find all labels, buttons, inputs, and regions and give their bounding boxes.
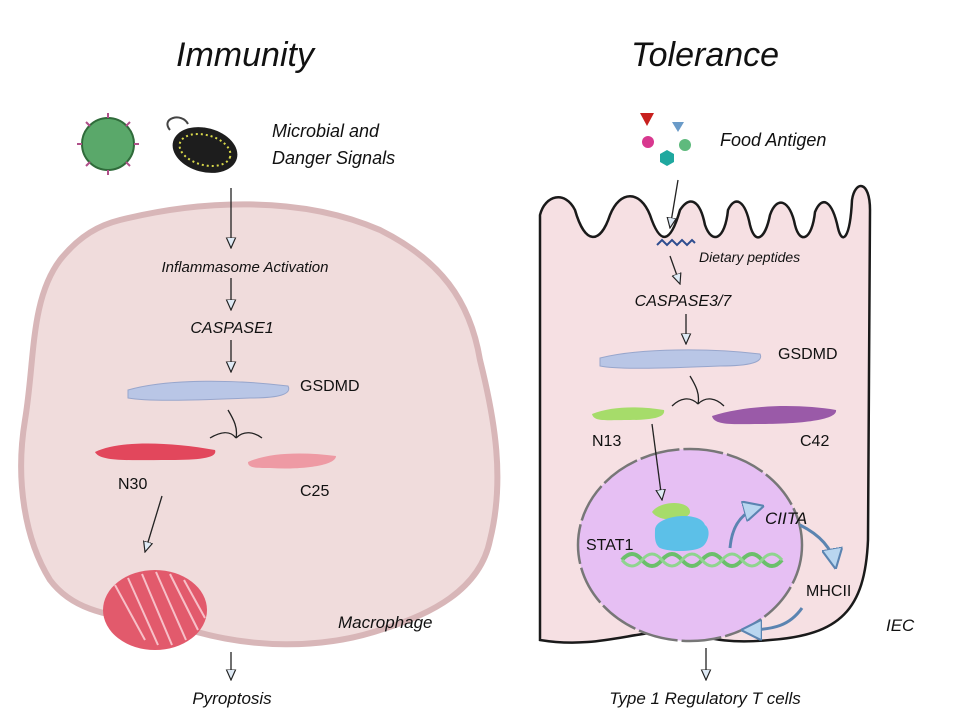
iec-label: IEC <box>886 616 915 635</box>
n13-fragment <box>592 407 665 421</box>
signal-label-1: Microbial and <box>272 121 380 141</box>
antigen-particles-icon <box>640 113 691 166</box>
inflammasome-label: Inflammasome Activation <box>161 259 328 276</box>
bacterium-icon <box>166 116 238 173</box>
macrophage-cell <box>18 201 501 648</box>
gsdmd-label: GSDMD <box>778 346 838 363</box>
cleavage-arrows <box>671 375 725 407</box>
arrow <box>651 423 662 500</box>
mhcii-label: MHCII <box>806 583 851 600</box>
pore-icon <box>103 570 207 650</box>
c25-fragment <box>248 453 336 469</box>
cleavage-arrows <box>209 409 263 439</box>
ciita-arrow <box>728 507 760 549</box>
arrow <box>670 179 679 228</box>
c42-fragment <box>712 406 837 425</box>
n30-fragment <box>95 443 216 461</box>
macrophage-label: Macrophage <box>338 613 433 632</box>
dietary-peptide-icon <box>656 238 696 247</box>
gsdmd-label: GSDMD <box>300 378 360 395</box>
n30-label: N30 <box>118 476 147 493</box>
pyroptosis-label: Pyroptosis <box>192 689 272 708</box>
stat1-label: STAT1 <box>586 537 634 554</box>
mhcii-arrow <box>799 523 835 565</box>
food-antigen-label: Food Antigen <box>720 130 826 150</box>
stat1-complex-icon <box>652 503 709 551</box>
dietary-peptides-label: Dietary peptides <box>699 249 800 265</box>
gsdmd-protein <box>599 349 762 369</box>
treg-label: Type 1 Regulatory T cells <box>609 689 801 708</box>
c25-label: C25 <box>300 483 329 500</box>
arrow <box>669 255 680 284</box>
dna-icon <box>620 552 784 568</box>
caspase37-label: CASPASE3/7 <box>635 293 733 310</box>
n13-label: N13 <box>592 433 621 450</box>
caspase1-label: CASPASE1 <box>190 320 273 337</box>
arrow <box>145 495 163 552</box>
c42-label: C42 <box>800 433 829 450</box>
immunity-title: Immunity <box>176 36 316 74</box>
virus-icon <box>77 113 139 175</box>
tolerance-title: Tolerance <box>631 36 779 74</box>
surface-arrow <box>745 607 804 630</box>
signal-label-2: Danger Signals <box>272 148 395 168</box>
gsdmd-protein <box>127 380 290 401</box>
ciita-label: CIITA <box>765 509 807 528</box>
